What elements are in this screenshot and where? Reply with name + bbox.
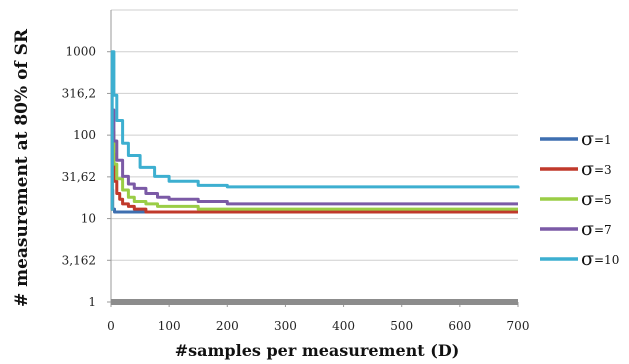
x-tick-label: 100 <box>158 319 181 333</box>
x-tick-labels: 0 100 200 300 400 500 600 700 <box>107 302 529 333</box>
legend-symbol: σ <box>581 128 594 150</box>
legend-label: =5 <box>594 193 612 207</box>
legend: σ =1σ =3σ =5σ =7σ =10 <box>540 128 619 270</box>
x-tick-label: 600 <box>448 319 471 333</box>
legend-label: =10 <box>594 253 619 267</box>
gridlines <box>111 9 518 261</box>
y-tick-label: 3,162 <box>62 253 96 267</box>
y-tick-label: 31,62 <box>62 170 96 184</box>
series-line-5 <box>110 50 520 211</box>
legend-label: =7 <box>594 223 612 237</box>
x-tick-label: 200 <box>216 319 239 333</box>
series-lines <box>110 50 520 214</box>
x-axis-label: #samples per measurement (D) <box>175 341 460 360</box>
y-tick-labels: 1 3,162 10 31,62 100 316,2 1000 <box>62 45 111 309</box>
legend-label: =1 <box>594 133 612 147</box>
x-tick-label: 500 <box>390 319 413 333</box>
legend-label: =3 <box>594 163 612 177</box>
y-tick-label: 316,2 <box>62 86 96 100</box>
y-tick-label: 1000 <box>65 45 96 59</box>
x-tick-label: 400 <box>332 319 355 333</box>
legend-symbol: σ <box>581 248 594 270</box>
y-axis-label: # measurement at 80% of SR <box>12 28 32 307</box>
x-axis-band <box>111 299 518 305</box>
series-line-3 <box>110 130 518 211</box>
x-tick-label: 0 <box>107 319 115 333</box>
legend-symbol: σ <box>581 218 594 240</box>
y-tick-label: 10 <box>81 212 96 226</box>
y-tick-label: 1 <box>88 295 96 309</box>
x-tick-label: 300 <box>274 319 297 333</box>
legend-symbol: σ <box>581 188 594 210</box>
legend-symbol: σ <box>581 158 594 180</box>
series-line-4 <box>110 108 518 211</box>
x-tick-label: 700 <box>507 319 530 333</box>
y-tick-label: 100 <box>73 128 96 142</box>
